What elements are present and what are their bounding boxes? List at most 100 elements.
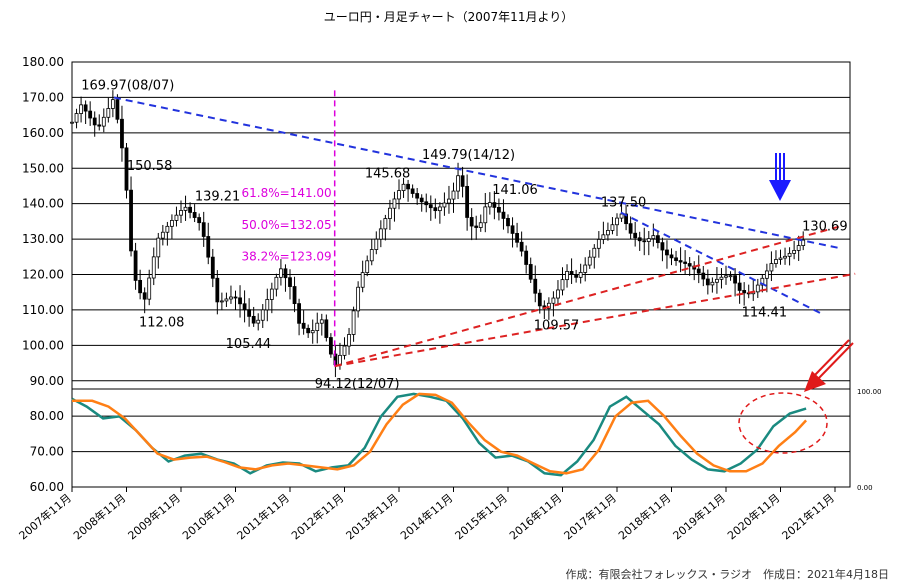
osc-tick-label: 0.00	[857, 484, 873, 492]
candle-body	[642, 240, 647, 243]
candle-body	[392, 198, 397, 209]
candle-body	[787, 252, 792, 257]
x-tick-label: 2015年11月	[452, 491, 510, 543]
red-arrow-shaft	[816, 342, 854, 381]
candle-body	[288, 277, 292, 287]
candle-body	[269, 288, 274, 300]
candle-body	[406, 183, 410, 190]
x-tick-label: 2019年11月	[670, 491, 728, 543]
candle-body	[537, 292, 542, 307]
chart-title: ユーロ円・月足チャート（2007年11月より）	[323, 10, 574, 24]
candle-body	[565, 271, 569, 281]
candle-body	[151, 256, 156, 279]
price-annotation: 139.21	[195, 189, 241, 204]
x-tick-label: 2008年11月	[70, 491, 128, 543]
candle-body	[442, 202, 447, 208]
y-tick-label: 120.00	[22, 268, 64, 282]
candle-body	[274, 276, 279, 290]
x-tick-label: 2012年11月	[288, 491, 346, 543]
candle-body	[292, 286, 297, 305]
candle-body	[651, 235, 656, 240]
candle-body	[369, 249, 374, 262]
candle-body	[165, 225, 170, 233]
x-tick-label: 2016年11月	[506, 491, 564, 543]
candle-body	[610, 224, 615, 231]
candle-body	[360, 272, 365, 288]
candle-body	[283, 268, 288, 279]
y-tick-label: 130.00	[22, 232, 64, 246]
candle-body	[101, 116, 106, 127]
candle-body	[92, 117, 97, 126]
candle-body	[279, 268, 283, 278]
candle-body	[633, 232, 638, 239]
candle-body	[338, 354, 342, 366]
price-annotation: 105.44	[226, 337, 271, 352]
x-tick-label: 2009年11月	[125, 491, 183, 543]
candle-body	[183, 206, 188, 211]
candle-body	[74, 113, 79, 123]
candle-body	[619, 213, 624, 219]
y-tick-label: 170.00	[22, 90, 64, 104]
candle-body	[474, 225, 479, 228]
trend-line	[334, 225, 840, 368]
candle-body	[578, 272, 583, 278]
candle-body	[133, 250, 138, 281]
candle-body	[628, 223, 633, 234]
oscillator-line-2	[72, 392, 808, 475]
y-tick-label: 140.00	[22, 197, 64, 211]
candle-body	[624, 213, 628, 225]
candle-body	[655, 235, 660, 244]
candle-body	[324, 319, 329, 338]
x-tick-label: 2017年11月	[561, 491, 619, 543]
candle-body	[256, 319, 261, 324]
price-annotation: 109.57	[534, 318, 580, 333]
price-annotation: 149.79(14/12)	[422, 148, 515, 163]
price-annotation: 137.50	[601, 196, 647, 211]
candle-body	[347, 334, 351, 347]
price-annotation: 94.12(12/07)	[315, 377, 400, 392]
candle-body	[224, 298, 229, 302]
candle-body	[247, 309, 252, 317]
y-tick-label: 150.00	[22, 161, 64, 175]
candle-body	[587, 256, 592, 266]
candle-body	[497, 206, 501, 213]
candle-body	[447, 198, 451, 204]
candle-body	[351, 310, 356, 335]
candle-body	[506, 218, 510, 227]
candle-body	[569, 271, 574, 275]
candle-body	[378, 228, 383, 240]
trend-line	[334, 272, 856, 368]
candle-body	[251, 315, 256, 324]
candle-body	[120, 118, 124, 149]
price-annotation: 112.08	[139, 316, 185, 331]
candle-body	[242, 303, 247, 311]
candle-body	[156, 237, 161, 258]
candle-body	[665, 249, 669, 256]
candle-body	[719, 276, 724, 280]
candle-body	[583, 264, 588, 273]
candle-body	[606, 230, 610, 236]
candle-body	[188, 206, 192, 213]
highlight-ellipse	[738, 392, 828, 454]
candle-body	[601, 234, 606, 240]
candle-body	[215, 277, 220, 303]
candle-body	[478, 222, 483, 228]
candle-body	[778, 257, 783, 260]
candle-body	[696, 268, 701, 274]
candle-body	[356, 286, 361, 312]
candle-body	[129, 189, 133, 252]
candle-body	[124, 147, 129, 191]
candle-body	[515, 233, 519, 243]
candle-body	[106, 108, 111, 118]
candle-body	[238, 297, 242, 305]
candle-body	[301, 322, 306, 329]
candle-body	[83, 104, 88, 112]
candle-body	[383, 218, 388, 230]
blue-arrow-head	[769, 180, 791, 201]
candle-body	[556, 289, 560, 299]
candle-body	[701, 272, 706, 280]
candle-body	[510, 225, 515, 234]
candle-body	[328, 337, 333, 355]
red-arrow-shaft	[812, 339, 850, 378]
